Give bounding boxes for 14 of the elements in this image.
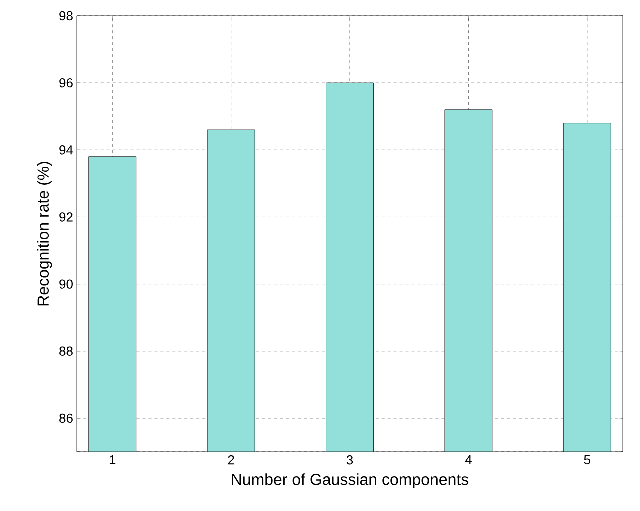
y-axis-title: Recognition rate (%): [37, 162, 52, 306]
y-tick-label: 86: [60, 414, 73, 424]
y-tick-label: 88: [60, 346, 73, 356]
y-tick-label: 96: [60, 78, 73, 88]
y-tick-label: 98: [60, 11, 73, 21]
x-tick-label: 5: [584, 456, 590, 465]
y-tick-label: 94: [60, 146, 74, 155]
y-tick-label: 90: [60, 280, 73, 289]
x-tick-label: 1: [110, 456, 116, 464]
y-tick-label: 92: [60, 212, 73, 222]
x-axis-title: Number of Gaussian components: [232, 474, 469, 488]
x-tick-label: 4: [465, 456, 472, 464]
x-tick-label: 3: [346, 456, 354, 465]
x-tick-label: 2: [228, 456, 234, 465]
